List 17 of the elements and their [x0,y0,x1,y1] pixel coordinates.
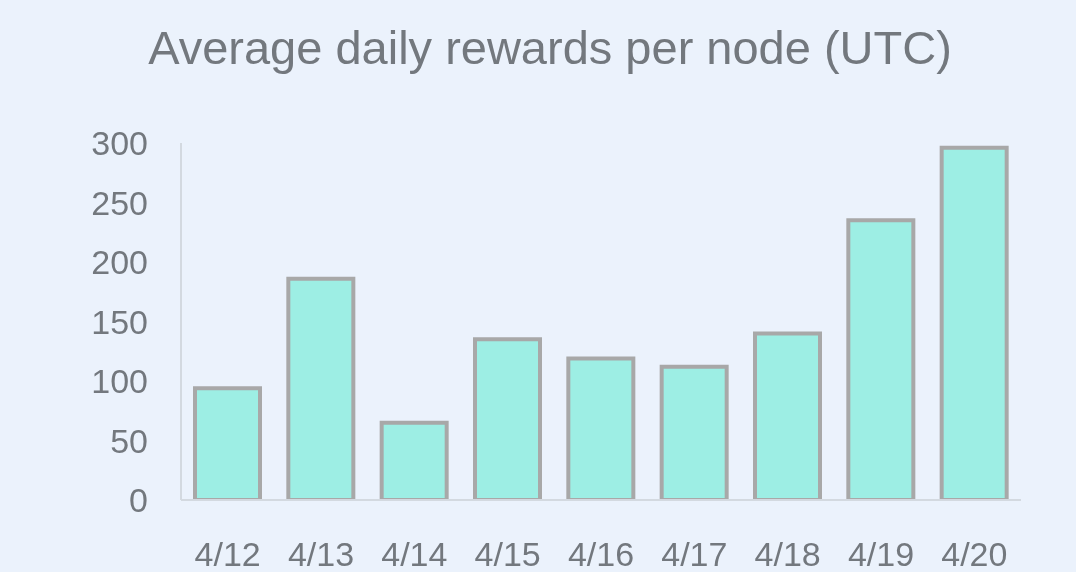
chart-title: Average daily rewards per node (UTC) [147,20,953,76]
y-tick-label: 200 [91,243,148,282]
x-tick-label: 4/12 [194,535,261,572]
y-tick-label: 50 [110,421,148,460]
x-tick-label: 4/20 [941,535,1008,572]
y-tick-label: 0 [129,481,148,520]
y-tick-label: 300 [91,124,148,163]
x-tick-label: 4/17 [661,535,728,572]
y-tick-label: 150 [91,302,148,341]
y-tick-label: 250 [91,183,148,222]
x-tick-label: 4/14 [381,535,448,572]
x-tick-label: 4/16 [567,535,635,572]
x-tick-label: 4/18 [754,535,821,572]
x-tick-label: 4/19 [847,535,915,572]
x-tick-label: 4/13 [287,535,355,572]
x-tick-label: 4/15 [474,535,541,572]
y-tick-label: 100 [91,362,148,401]
